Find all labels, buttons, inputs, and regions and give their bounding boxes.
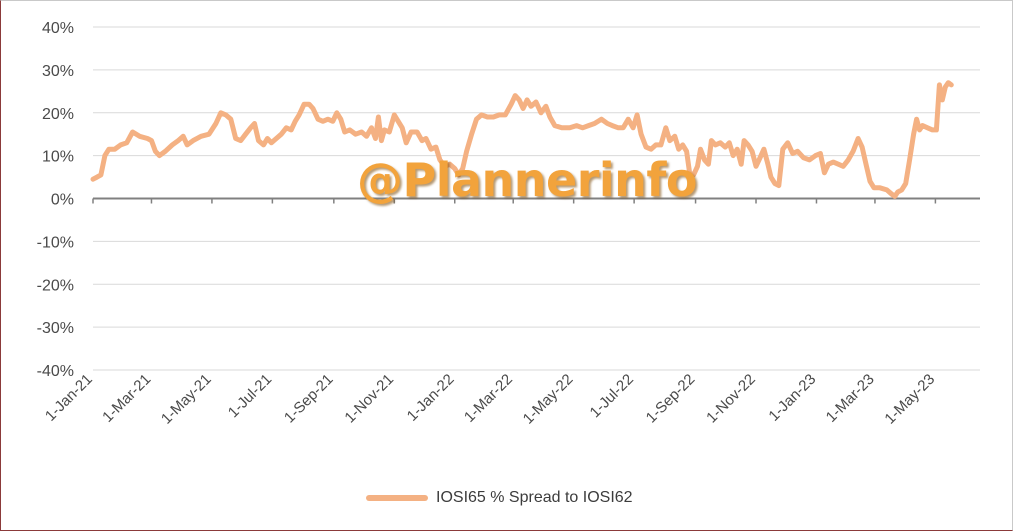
y-tick-label: 30% xyxy=(42,63,74,80)
x-tick-label: 1-May-22 xyxy=(520,371,577,428)
y-tick-label: -20% xyxy=(37,277,74,294)
x-tick-label: 1-Jan-23 xyxy=(765,371,819,425)
x-tick-label: 1-May-23 xyxy=(881,371,938,428)
legend-swatch xyxy=(366,495,428,501)
y-tick-label: -30% xyxy=(37,320,74,337)
legend: IOSI65 % Spread to IOSI62 xyxy=(366,486,633,510)
y-tick-label: 10% xyxy=(42,149,74,166)
series-line-0 xyxy=(90,80,954,199)
x-tick-label: 1-Mar-21 xyxy=(99,371,154,426)
y-tick-label: 40% xyxy=(42,20,74,37)
watermark-text: @Plannerinfo xyxy=(357,153,698,207)
x-tick-label: 1-Sep-21 xyxy=(281,371,337,427)
y-tick-label: -40% xyxy=(37,363,74,380)
y-tick-label: -10% xyxy=(37,234,74,251)
legend-label: IOSI65 % Spread to IOSI62 xyxy=(436,489,633,506)
x-tick-label: 1-Nov-21 xyxy=(341,371,397,427)
x-tick-label: 1-Nov-22 xyxy=(703,371,759,427)
x-axis xyxy=(92,197,980,204)
x-tick-label: 1-May-21 xyxy=(158,371,215,428)
x-tick-label: 1-Mar-23 xyxy=(823,371,878,426)
y-tick-label: 0% xyxy=(51,192,74,209)
x-tick-labels: 1-Jan-21 1-Mar-21 1-May-21 1-Jul-21 1-Sep-21… xyxy=(42,371,938,428)
x-tick-label: 1-Jul-22 xyxy=(587,371,637,421)
y-tick-label: 20% xyxy=(42,106,74,123)
y-tick-labels: 40% 30% 20% 10% 0% -10% -20% -30% -40% xyxy=(37,20,74,380)
gridlines xyxy=(93,26,980,371)
x-tick-label: 1-Sep-22 xyxy=(643,371,699,427)
series-layer xyxy=(90,80,954,199)
x-tick-label: 1-Jan-22 xyxy=(404,371,458,425)
x-tick-label: 1-Jul-21 xyxy=(225,371,275,421)
x-tick-label: 1-Mar-22 xyxy=(461,371,516,426)
